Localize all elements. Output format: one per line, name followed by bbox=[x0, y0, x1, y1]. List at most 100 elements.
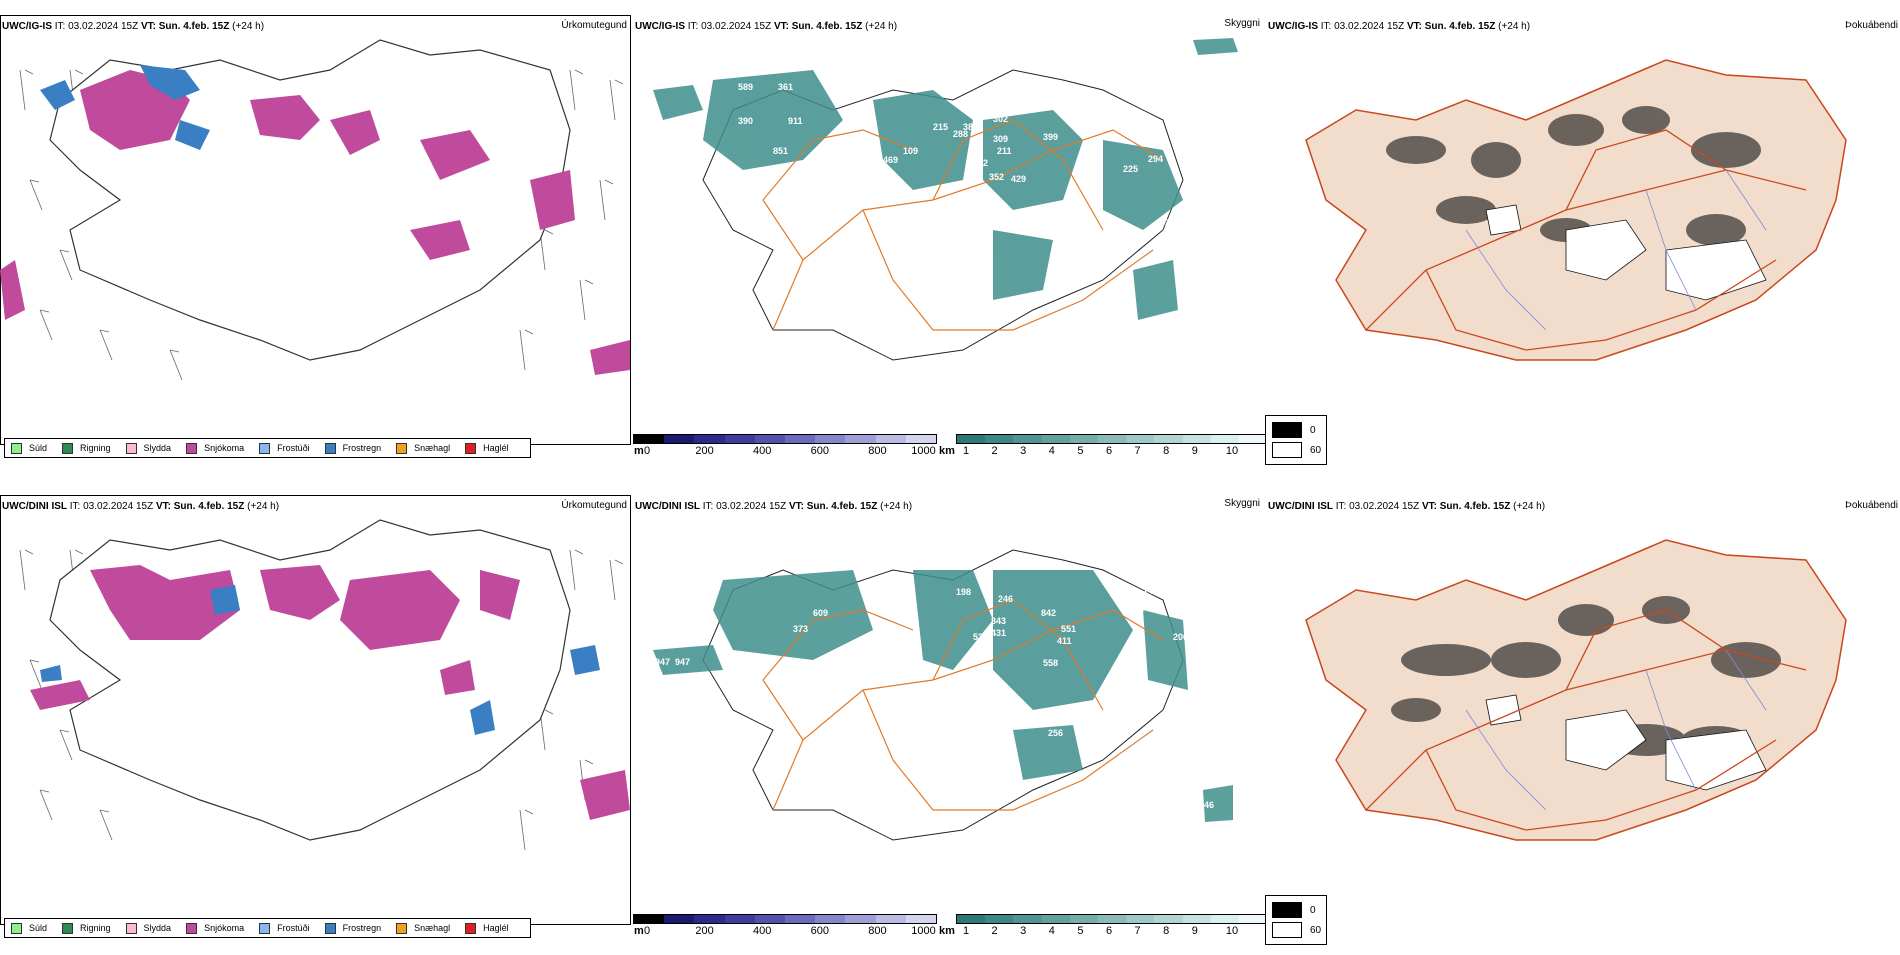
legend-swatch bbox=[62, 442, 74, 454]
legend-item: Rigning bbox=[62, 442, 111, 454]
cloud-base-label: 229 bbox=[1103, 708, 1118, 718]
cloud-panel-bottom: UWC/DINI ISL IT: 03.02.2024 15Z VT: Sun.… bbox=[633, 480, 1268, 955]
legend-swatch bbox=[1272, 902, 1302, 918]
variable-name: Þokuábendi bbox=[1845, 500, 1898, 511]
cloud-base-label: 997 bbox=[891, 592, 906, 602]
tick-label: 10 bbox=[1225, 445, 1239, 457]
tick-label: 4 bbox=[1048, 925, 1055, 937]
cloud-base-label: 225 bbox=[1123, 164, 1138, 174]
legend-item: Haglél bbox=[465, 922, 509, 934]
freezing-rain-areas bbox=[40, 585, 600, 735]
tick-label: 4 bbox=[1048, 445, 1055, 457]
terrain-colorbar bbox=[633, 914, 937, 924]
terrain-unit: m bbox=[634, 445, 644, 457]
cloud-base-label: 206 bbox=[1173, 632, 1188, 642]
legend-item: Frostregn bbox=[324, 922, 381, 934]
legend-swatch bbox=[62, 922, 74, 934]
cloud-base-label: 388 bbox=[963, 122, 978, 132]
cloud-base-label: 352 bbox=[989, 172, 1004, 182]
precip-type-panel-top: UWC/IG-IS IT: 03.02.2024 15Z VT: Sun. 4.… bbox=[0, 0, 633, 475]
cloud-unit: km bbox=[939, 445, 955, 457]
legend-swatch bbox=[186, 922, 198, 934]
tick-label: 1000 bbox=[911, 445, 936, 457]
tick-label: 600 bbox=[810, 445, 829, 457]
cloud-base-label: 558 bbox=[1043, 658, 1058, 668]
legend-item: Snjókoma bbox=[186, 922, 244, 934]
legend-item: Frostúði bbox=[259, 442, 310, 454]
cloud-base-label: 589 bbox=[738, 82, 753, 92]
rivers bbox=[1465, 649, 1767, 811]
tick-label: 3 bbox=[1020, 925, 1027, 937]
legend-item: Snjókoma bbox=[186, 442, 244, 454]
legend-swatch bbox=[396, 922, 408, 934]
cloud-base-label: 947 bbox=[675, 657, 690, 667]
cloud-base-label: 046 bbox=[1199, 800, 1214, 810]
cloud-map: 589 361 390 911 851 288 215 388 302 309 … bbox=[653, 38, 1238, 361]
cloud-areas bbox=[653, 570, 1233, 822]
tick-label: 1 bbox=[962, 925, 970, 937]
fog-legend-item: 60 bbox=[1272, 922, 1321, 938]
cloud-base-labels: 997 198 246 149 436 609 373 843 431 522 … bbox=[655, 586, 1214, 810]
cloud-base-label: 211 bbox=[997, 146, 1012, 156]
glaciers bbox=[1485, 694, 1767, 791]
fog-map bbox=[1305, 59, 1847, 361]
fog-panel-bottom: UWC/DINI ISL IT: 03.02.2024 15Z VT: Sun.… bbox=[1266, 480, 1900, 955]
legend-swatch bbox=[125, 922, 137, 934]
cloud-base-label: 361 bbox=[778, 82, 793, 92]
legend-swatch bbox=[1272, 922, 1302, 938]
fog-legend-top: 0 60 bbox=[1265, 415, 1327, 465]
tick-label: 6 bbox=[1105, 445, 1113, 457]
legend-swatch bbox=[259, 922, 271, 934]
variable-name: Þokuábendi bbox=[1845, 20, 1898, 31]
panel-title: UWC/DINI ISL IT: 03.02.2024 15Z VT: Sun.… bbox=[2, 501, 280, 512]
tick-label: 9 bbox=[1191, 925, 1198, 937]
iceland-land bbox=[1305, 539, 1847, 841]
cloud-base-label: 373 bbox=[793, 624, 808, 634]
legend-item: Slydda bbox=[125, 442, 171, 454]
rivers bbox=[1465, 169, 1767, 331]
precip-map bbox=[19, 519, 630, 851]
tick-label: 7 bbox=[1134, 445, 1141, 457]
cloud-base-label: 109 bbox=[903, 146, 918, 156]
cloud-base-label: 522 bbox=[973, 632, 988, 642]
cloud-unit: km bbox=[939, 925, 955, 937]
snow-areas bbox=[30, 565, 630, 820]
cloud-base-label: 947 bbox=[655, 657, 670, 667]
tick-label: 3 bbox=[1020, 445, 1027, 457]
tick-label: 800 bbox=[868, 925, 887, 937]
cloud-base-label: 429 bbox=[1011, 174, 1026, 184]
cloud-base-label: 309 bbox=[993, 134, 1008, 144]
cloud-base-label: 609 bbox=[813, 608, 828, 618]
legend-item: Frostregn bbox=[324, 442, 381, 454]
tick-label: 7 bbox=[1134, 925, 1141, 937]
tick-label: 800 bbox=[868, 445, 887, 457]
cloud-base-label: 551 bbox=[1061, 624, 1076, 634]
tick-label: 1 bbox=[962, 445, 970, 457]
legend-item: Snæhagl bbox=[396, 922, 450, 934]
cloud-base-label: 294 bbox=[1148, 154, 1163, 164]
variable-name: Úrkomutegund bbox=[561, 500, 627, 511]
legend-swatch bbox=[11, 442, 22, 454]
precip-type-legend: Súld Rigning Slydda Snjókoma Frostúði Fr… bbox=[4, 918, 531, 938]
tick-label: 5 bbox=[1077, 925, 1084, 937]
legend-swatch bbox=[324, 922, 336, 934]
fog-map bbox=[1305, 539, 1847, 841]
variable-name: Skyggni bbox=[1224, 498, 1260, 509]
cloud-base-label: 469 bbox=[883, 155, 898, 165]
tick-label: 200 bbox=[695, 925, 714, 937]
fog-legend-bottom: 0 60 bbox=[1265, 895, 1327, 945]
cloud-base-label: 911 bbox=[788, 116, 803, 126]
panel-title: UWC/IG-IS IT: 03.02.2024 15Z VT: Sun. 4.… bbox=[635, 21, 898, 32]
tick-label: 5 bbox=[1077, 445, 1084, 457]
iceland-land bbox=[1305, 59, 1847, 361]
cloud-map: 997 198 246 149 436 609 373 843 431 522 … bbox=[653, 549, 1233, 841]
precip-map bbox=[0, 39, 630, 381]
cloud-base-label: 390 bbox=[738, 116, 753, 126]
legend-item: Slydda bbox=[125, 922, 171, 934]
terrain-unit: m bbox=[634, 925, 644, 937]
cloud-colorbar bbox=[956, 434, 1268, 444]
cloud-base-label: 411 bbox=[1057, 636, 1072, 646]
cloud-base-label: 399 bbox=[1043, 132, 1058, 142]
legend-swatch bbox=[259, 442, 271, 454]
fog-legend-item: 0 bbox=[1272, 902, 1316, 918]
